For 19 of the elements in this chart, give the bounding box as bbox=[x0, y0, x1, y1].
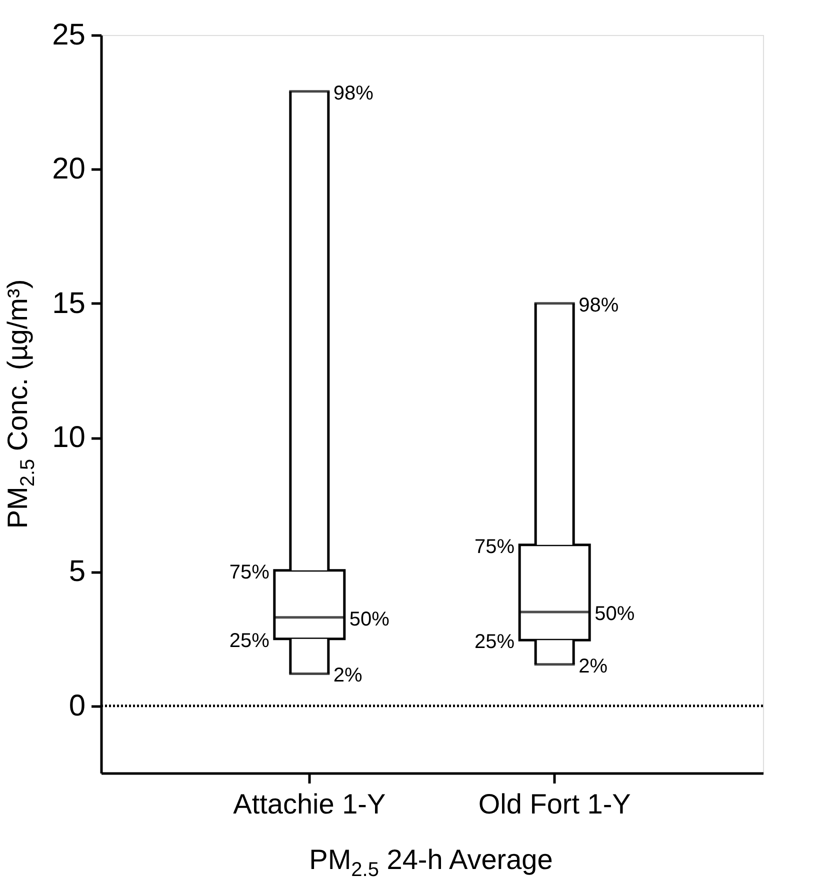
y-tick-label: 25 bbox=[52, 18, 86, 52]
annotation: 50% bbox=[349, 608, 390, 630]
annotation: 50% bbox=[594, 602, 635, 625]
x-tick-label: Old Fort 1-Y bbox=[478, 788, 632, 820]
annotation: 25% bbox=[474, 631, 515, 654]
y-tick-label: 10 bbox=[52, 421, 86, 454]
annotation: 75% bbox=[229, 561, 270, 584]
annotation: 2% bbox=[578, 655, 608, 678]
y-axis-title: PM2.5 Conc. (µg/m³) bbox=[2, 279, 39, 529]
y-tick-label: 20 bbox=[52, 152, 86, 186]
annotation: 2% bbox=[333, 664, 363, 687]
annotation: 98% bbox=[578, 294, 619, 316]
x-tick-label: Attachie 1-Y bbox=[233, 788, 386, 820]
y-tick-label: 15 bbox=[52, 286, 86, 320]
annotation: 98% bbox=[333, 82, 374, 104]
y-tick-label: 5 bbox=[68, 555, 86, 588]
annotation: 75% bbox=[474, 536, 515, 558]
annotation: 25% bbox=[229, 630, 270, 652]
y-tick-label: 0 bbox=[68, 689, 86, 722]
